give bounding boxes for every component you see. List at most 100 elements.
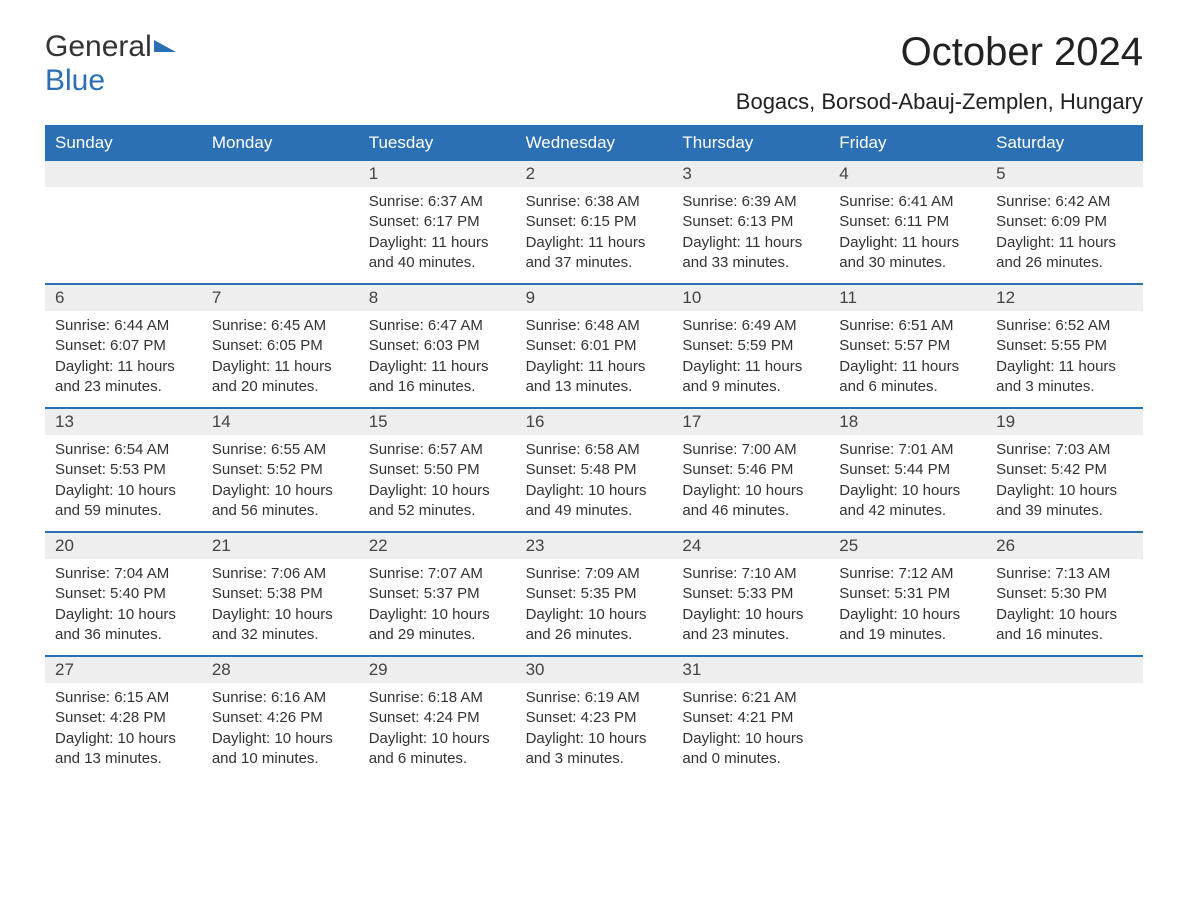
weekday-header-row: SundayMondayTuesdayWednesdayThursdayFrid… xyxy=(45,125,1143,161)
daylight-line-1: Daylight: 10 hours xyxy=(839,605,976,625)
day-body: Sunrise: 7:12 AMSunset: 5:31 PMDaylight:… xyxy=(829,559,986,655)
sunrise-line: Sunrise: 7:12 AM xyxy=(839,564,976,584)
sunrise-line: Sunrise: 7:06 AM xyxy=(212,564,349,584)
day-body: Sunrise: 6:44 AMSunset: 6:07 PMDaylight:… xyxy=(45,311,202,407)
daylight-line-1: Daylight: 11 hours xyxy=(839,233,976,253)
sunset-line: Sunset: 5:48 PM xyxy=(526,460,663,480)
sunrise-line: Sunrise: 7:00 AM xyxy=(682,440,819,460)
daylight-line-2: and 20 minutes. xyxy=(212,377,349,397)
day-body: Sunrise: 6:39 AMSunset: 6:13 PMDaylight:… xyxy=(672,187,829,283)
daylight-line-1: Daylight: 11 hours xyxy=(369,357,506,377)
day-body xyxy=(202,187,359,267)
daylight-line-1: Daylight: 11 hours xyxy=(996,233,1133,253)
daylight-line-1: Daylight: 10 hours xyxy=(55,481,192,501)
daylight-line-1: Daylight: 11 hours xyxy=(369,233,506,253)
week-row: 27Sunrise: 6:15 AMSunset: 4:28 PMDayligh… xyxy=(45,655,1143,779)
sunset-line: Sunset: 5:46 PM xyxy=(682,460,819,480)
day-number: 25 xyxy=(829,533,986,559)
sunrise-line: Sunrise: 7:01 AM xyxy=(839,440,976,460)
day-number: 15 xyxy=(359,409,516,435)
sunrise-line: Sunrise: 6:18 AM xyxy=(369,688,506,708)
daylight-line-1: Daylight: 10 hours xyxy=(526,605,663,625)
day-body: Sunrise: 7:13 AMSunset: 5:30 PMDaylight:… xyxy=(986,559,1143,655)
day-cell-3: 3Sunrise: 6:39 AMSunset: 6:13 PMDaylight… xyxy=(672,161,829,283)
sunset-line: Sunset: 6:09 PM xyxy=(996,212,1133,232)
day-body xyxy=(829,683,986,763)
day-cell-23: 23Sunrise: 7:09 AMSunset: 5:35 PMDayligh… xyxy=(516,533,673,655)
day-cell-16: 16Sunrise: 6:58 AMSunset: 5:48 PMDayligh… xyxy=(516,409,673,531)
sunrise-line: Sunrise: 7:13 AM xyxy=(996,564,1133,584)
day-cell-2: 2Sunrise: 6:38 AMSunset: 6:15 PMDaylight… xyxy=(516,161,673,283)
day-number: 2 xyxy=(516,161,673,187)
day-cell-30: 30Sunrise: 6:19 AMSunset: 4:23 PMDayligh… xyxy=(516,657,673,779)
day-cell-6: 6Sunrise: 6:44 AMSunset: 6:07 PMDaylight… xyxy=(45,285,202,407)
day-body: Sunrise: 7:00 AMSunset: 5:46 PMDaylight:… xyxy=(672,435,829,531)
weekday-thursday: Thursday xyxy=(672,125,829,161)
day-number xyxy=(986,657,1143,683)
daylight-line-2: and 16 minutes. xyxy=(996,625,1133,645)
weekday-tuesday: Tuesday xyxy=(359,125,516,161)
daylight-line-2: and 3 minutes. xyxy=(526,749,663,769)
day-body: Sunrise: 6:58 AMSunset: 5:48 PMDaylight:… xyxy=(516,435,673,531)
daylight-line-2: and 39 minutes. xyxy=(996,501,1133,521)
day-body: Sunrise: 6:57 AMSunset: 5:50 PMDaylight:… xyxy=(359,435,516,531)
sunset-line: Sunset: 5:42 PM xyxy=(996,460,1133,480)
sunrise-line: Sunrise: 6:37 AM xyxy=(369,192,506,212)
day-cell-12: 12Sunrise: 6:52 AMSunset: 5:55 PMDayligh… xyxy=(986,285,1143,407)
day-cell-1: 1Sunrise: 6:37 AMSunset: 6:17 PMDaylight… xyxy=(359,161,516,283)
daylight-line-1: Daylight: 11 hours xyxy=(996,357,1133,377)
day-body: Sunrise: 6:52 AMSunset: 5:55 PMDaylight:… xyxy=(986,311,1143,407)
weekday-friday: Friday xyxy=(829,125,986,161)
day-number: 28 xyxy=(202,657,359,683)
daylight-line-1: Daylight: 10 hours xyxy=(682,481,819,501)
day-cell-empty xyxy=(829,657,986,779)
daylight-line-1: Daylight: 11 hours xyxy=(526,233,663,253)
day-cell-9: 9Sunrise: 6:48 AMSunset: 6:01 PMDaylight… xyxy=(516,285,673,407)
daylight-line-1: Daylight: 11 hours xyxy=(212,357,349,377)
daylight-line-2: and 10 minutes. xyxy=(212,749,349,769)
sunset-line: Sunset: 5:44 PM xyxy=(839,460,976,480)
daylight-line-1: Daylight: 11 hours xyxy=(839,357,976,377)
sunrise-line: Sunrise: 6:47 AM xyxy=(369,316,506,336)
day-body: Sunrise: 7:01 AMSunset: 5:44 PMDaylight:… xyxy=(829,435,986,531)
day-number xyxy=(829,657,986,683)
sunset-line: Sunset: 6:01 PM xyxy=(526,336,663,356)
sunrise-line: Sunrise: 6:21 AM xyxy=(682,688,819,708)
day-cell-21: 21Sunrise: 7:06 AMSunset: 5:38 PMDayligh… xyxy=(202,533,359,655)
daylight-line-1: Daylight: 10 hours xyxy=(526,729,663,749)
sunset-line: Sunset: 4:24 PM xyxy=(369,708,506,728)
sunrise-line: Sunrise: 7:03 AM xyxy=(996,440,1133,460)
day-number: 4 xyxy=(829,161,986,187)
day-cell-24: 24Sunrise: 7:10 AMSunset: 5:33 PMDayligh… xyxy=(672,533,829,655)
sunrise-line: Sunrise: 6:45 AM xyxy=(212,316,349,336)
week-row: 1Sunrise: 6:37 AMSunset: 6:17 PMDaylight… xyxy=(45,161,1143,283)
day-number: 19 xyxy=(986,409,1143,435)
day-body: Sunrise: 6:49 AMSunset: 5:59 PMDaylight:… xyxy=(672,311,829,407)
sunset-line: Sunset: 6:15 PM xyxy=(526,212,663,232)
day-number: 20 xyxy=(45,533,202,559)
sunrise-line: Sunrise: 7:09 AM xyxy=(526,564,663,584)
weekday-monday: Monday xyxy=(202,125,359,161)
sunset-line: Sunset: 6:05 PM xyxy=(212,336,349,356)
day-cell-29: 29Sunrise: 6:18 AMSunset: 4:24 PMDayligh… xyxy=(359,657,516,779)
daylight-line-2: and 49 minutes. xyxy=(526,501,663,521)
sunset-line: Sunset: 6:07 PM xyxy=(55,336,192,356)
day-cell-11: 11Sunrise: 6:51 AMSunset: 5:57 PMDayligh… xyxy=(829,285,986,407)
day-number: 11 xyxy=(829,285,986,311)
day-number: 27 xyxy=(45,657,202,683)
day-body: Sunrise: 6:42 AMSunset: 6:09 PMDaylight:… xyxy=(986,187,1143,283)
day-cell-19: 19Sunrise: 7:03 AMSunset: 5:42 PMDayligh… xyxy=(986,409,1143,531)
sunrise-line: Sunrise: 6:54 AM xyxy=(55,440,192,460)
sunrise-line: Sunrise: 6:48 AM xyxy=(526,316,663,336)
week-row: 20Sunrise: 7:04 AMSunset: 5:40 PMDayligh… xyxy=(45,531,1143,655)
daylight-line-2: and 13 minutes. xyxy=(526,377,663,397)
daylight-line-2: and 29 minutes. xyxy=(369,625,506,645)
day-number: 14 xyxy=(202,409,359,435)
day-cell-18: 18Sunrise: 7:01 AMSunset: 5:44 PMDayligh… xyxy=(829,409,986,531)
day-body: Sunrise: 6:15 AMSunset: 4:28 PMDaylight:… xyxy=(45,683,202,779)
day-body: Sunrise: 7:04 AMSunset: 5:40 PMDaylight:… xyxy=(45,559,202,655)
day-number: 31 xyxy=(672,657,829,683)
day-cell-empty xyxy=(986,657,1143,779)
sunrise-line: Sunrise: 6:19 AM xyxy=(526,688,663,708)
daylight-line-2: and 19 minutes. xyxy=(839,625,976,645)
